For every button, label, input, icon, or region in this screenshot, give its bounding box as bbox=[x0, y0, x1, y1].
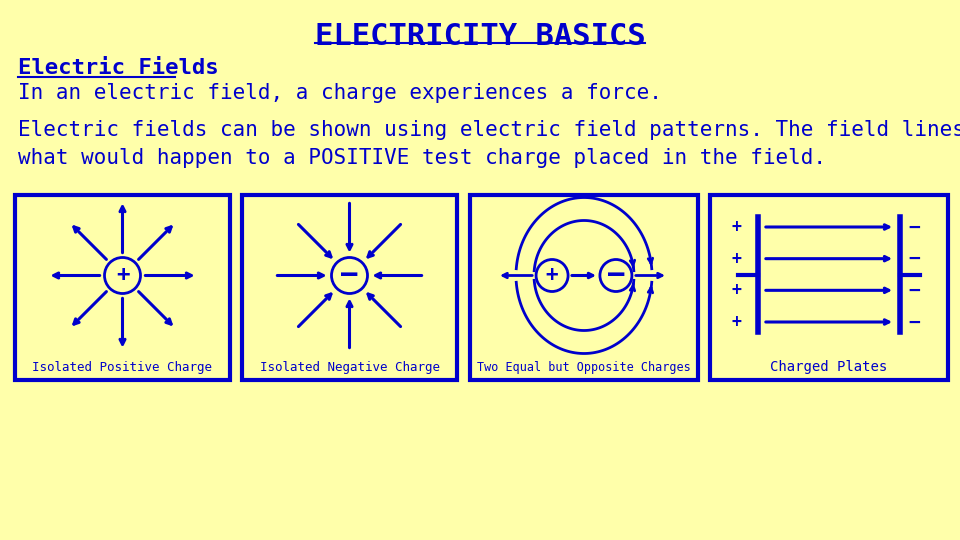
Text: +: + bbox=[116, 266, 130, 286]
Text: +: + bbox=[731, 313, 741, 331]
Text: −: − bbox=[908, 313, 920, 332]
Text: Isolated Negative Charge: Isolated Negative Charge bbox=[259, 361, 440, 374]
Text: Two Equal but Opposite Charges: Two Equal but Opposite Charges bbox=[477, 361, 691, 374]
Text: ELECTRICITY BASICS: ELECTRICITY BASICS bbox=[315, 22, 645, 51]
Text: Isolated Positive Charge: Isolated Positive Charge bbox=[33, 361, 212, 374]
Text: −: − bbox=[908, 249, 920, 268]
Text: −: − bbox=[340, 261, 359, 290]
Circle shape bbox=[105, 258, 140, 294]
Circle shape bbox=[331, 258, 368, 294]
Text: In an electric field, a charge experiences a force.: In an electric field, a charge experienc… bbox=[18, 83, 661, 103]
Text: Electric Fields: Electric Fields bbox=[18, 58, 219, 78]
Text: what would happen to a POSITIVE test charge placed in the field.: what would happen to a POSITIVE test cha… bbox=[18, 148, 826, 168]
Text: +: + bbox=[731, 281, 741, 299]
Bar bbox=[710, 195, 948, 380]
Text: −: − bbox=[908, 218, 920, 237]
Text: −: − bbox=[908, 281, 920, 300]
Text: Charged Plates: Charged Plates bbox=[770, 360, 888, 374]
Circle shape bbox=[600, 260, 632, 292]
Text: +: + bbox=[731, 249, 741, 268]
Bar bbox=[242, 195, 457, 380]
Text: Electric fields can be shown using electric field patterns. The field lines show: Electric fields can be shown using elect… bbox=[18, 120, 960, 140]
Circle shape bbox=[536, 260, 568, 292]
Text: −: − bbox=[607, 261, 625, 290]
Text: +: + bbox=[731, 218, 741, 236]
Bar bbox=[470, 195, 698, 380]
Text: +: + bbox=[546, 266, 559, 286]
Bar bbox=[15, 195, 230, 380]
